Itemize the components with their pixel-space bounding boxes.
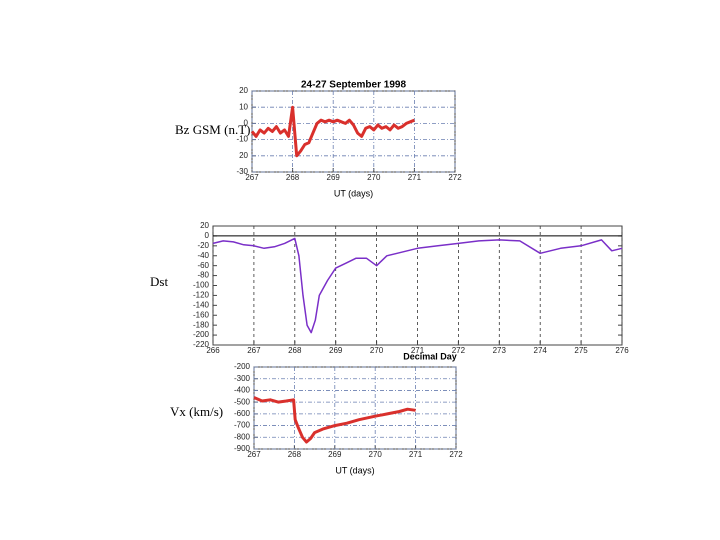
x-tick-label: 268: [288, 450, 302, 459]
y-axis-label: Vx (km/s): [170, 404, 223, 419]
data-line: [250, 105, 415, 158]
x-tick-label: 269: [329, 346, 343, 355]
x-tick-label: 274: [534, 346, 548, 355]
x-tick-label: 272: [452, 346, 466, 355]
x-axis-label: Decimal Day: [403, 351, 457, 361]
y-tick-label: 0: [244, 119, 249, 128]
x-tick-label: 272: [449, 450, 463, 459]
y-tick-label: -180: [193, 320, 210, 329]
x-tick-label: 270: [369, 450, 383, 459]
y-axis-label: Dst: [150, 274, 168, 289]
x-tick-label: 270: [370, 346, 384, 355]
y-tick-label: -10: [236, 135, 248, 144]
y-tick-label: -100: [193, 281, 210, 290]
y-tick-label: -30: [236, 167, 248, 176]
x-axis-label: UT (days): [334, 188, 373, 198]
x-axis-label: UT (days): [335, 465, 374, 475]
data-line: [212, 237, 623, 334]
y-tick-label: -900: [234, 444, 251, 453]
x-tick-label: 275: [574, 346, 588, 355]
x-tick-label: 271: [409, 450, 423, 459]
y-tick-label: -120: [193, 291, 210, 300]
chart-title: 24-27 September 1998: [301, 80, 407, 91]
y-tick-label: -200: [193, 330, 210, 339]
plot-frame: [212, 225, 623, 346]
y-tick-label: -500: [234, 397, 251, 406]
x-tick-label: 269: [327, 173, 341, 182]
y-tick-label: -400: [234, 386, 251, 395]
x-tick-label: 276: [615, 346, 629, 355]
y-tick-label: 20: [200, 221, 209, 230]
y-tick-label: -220: [193, 340, 210, 349]
y-tick-label: -80: [197, 271, 209, 280]
y-tick-label: 0: [205, 231, 210, 240]
y-tick-label: -20: [197, 241, 209, 250]
y-tick-label: -60: [197, 261, 209, 270]
data-line: [253, 396, 416, 444]
x-tick-label: 271: [411, 346, 425, 355]
y-tick-label: -700: [234, 421, 251, 430]
plot-frame: [253, 366, 457, 450]
x-tick-label: 268: [288, 346, 302, 355]
y-tick-label: -160: [193, 310, 210, 319]
x-tick-label: 273: [493, 346, 507, 355]
x-tick-label: 270: [367, 173, 381, 182]
y-tick-label: 10: [239, 102, 248, 111]
y-tick-label: 20: [239, 86, 248, 95]
x-tick-label: 266: [206, 346, 220, 355]
y-axis-label: Bz GSM (n.T): [175, 122, 250, 137]
y-tick-label: -300: [234, 374, 251, 383]
x-tick-label: 272: [448, 173, 462, 182]
y-tick-label: -40: [197, 251, 209, 260]
x-tick-label: 267: [247, 450, 261, 459]
y-tick-label: -800: [234, 432, 251, 441]
x-tick-label: 267: [247, 346, 261, 355]
y-tick-label: 20: [239, 151, 248, 160]
x-tick-label: 268: [286, 173, 300, 182]
x-tick-label: 271: [408, 173, 422, 182]
x-tick-label: 267: [245, 173, 259, 182]
x-tick-label: 269: [328, 450, 342, 459]
y-tick-label: -200: [234, 362, 251, 371]
y-tick-label: -140: [193, 300, 210, 309]
y-tick-label: -600: [234, 409, 251, 418]
